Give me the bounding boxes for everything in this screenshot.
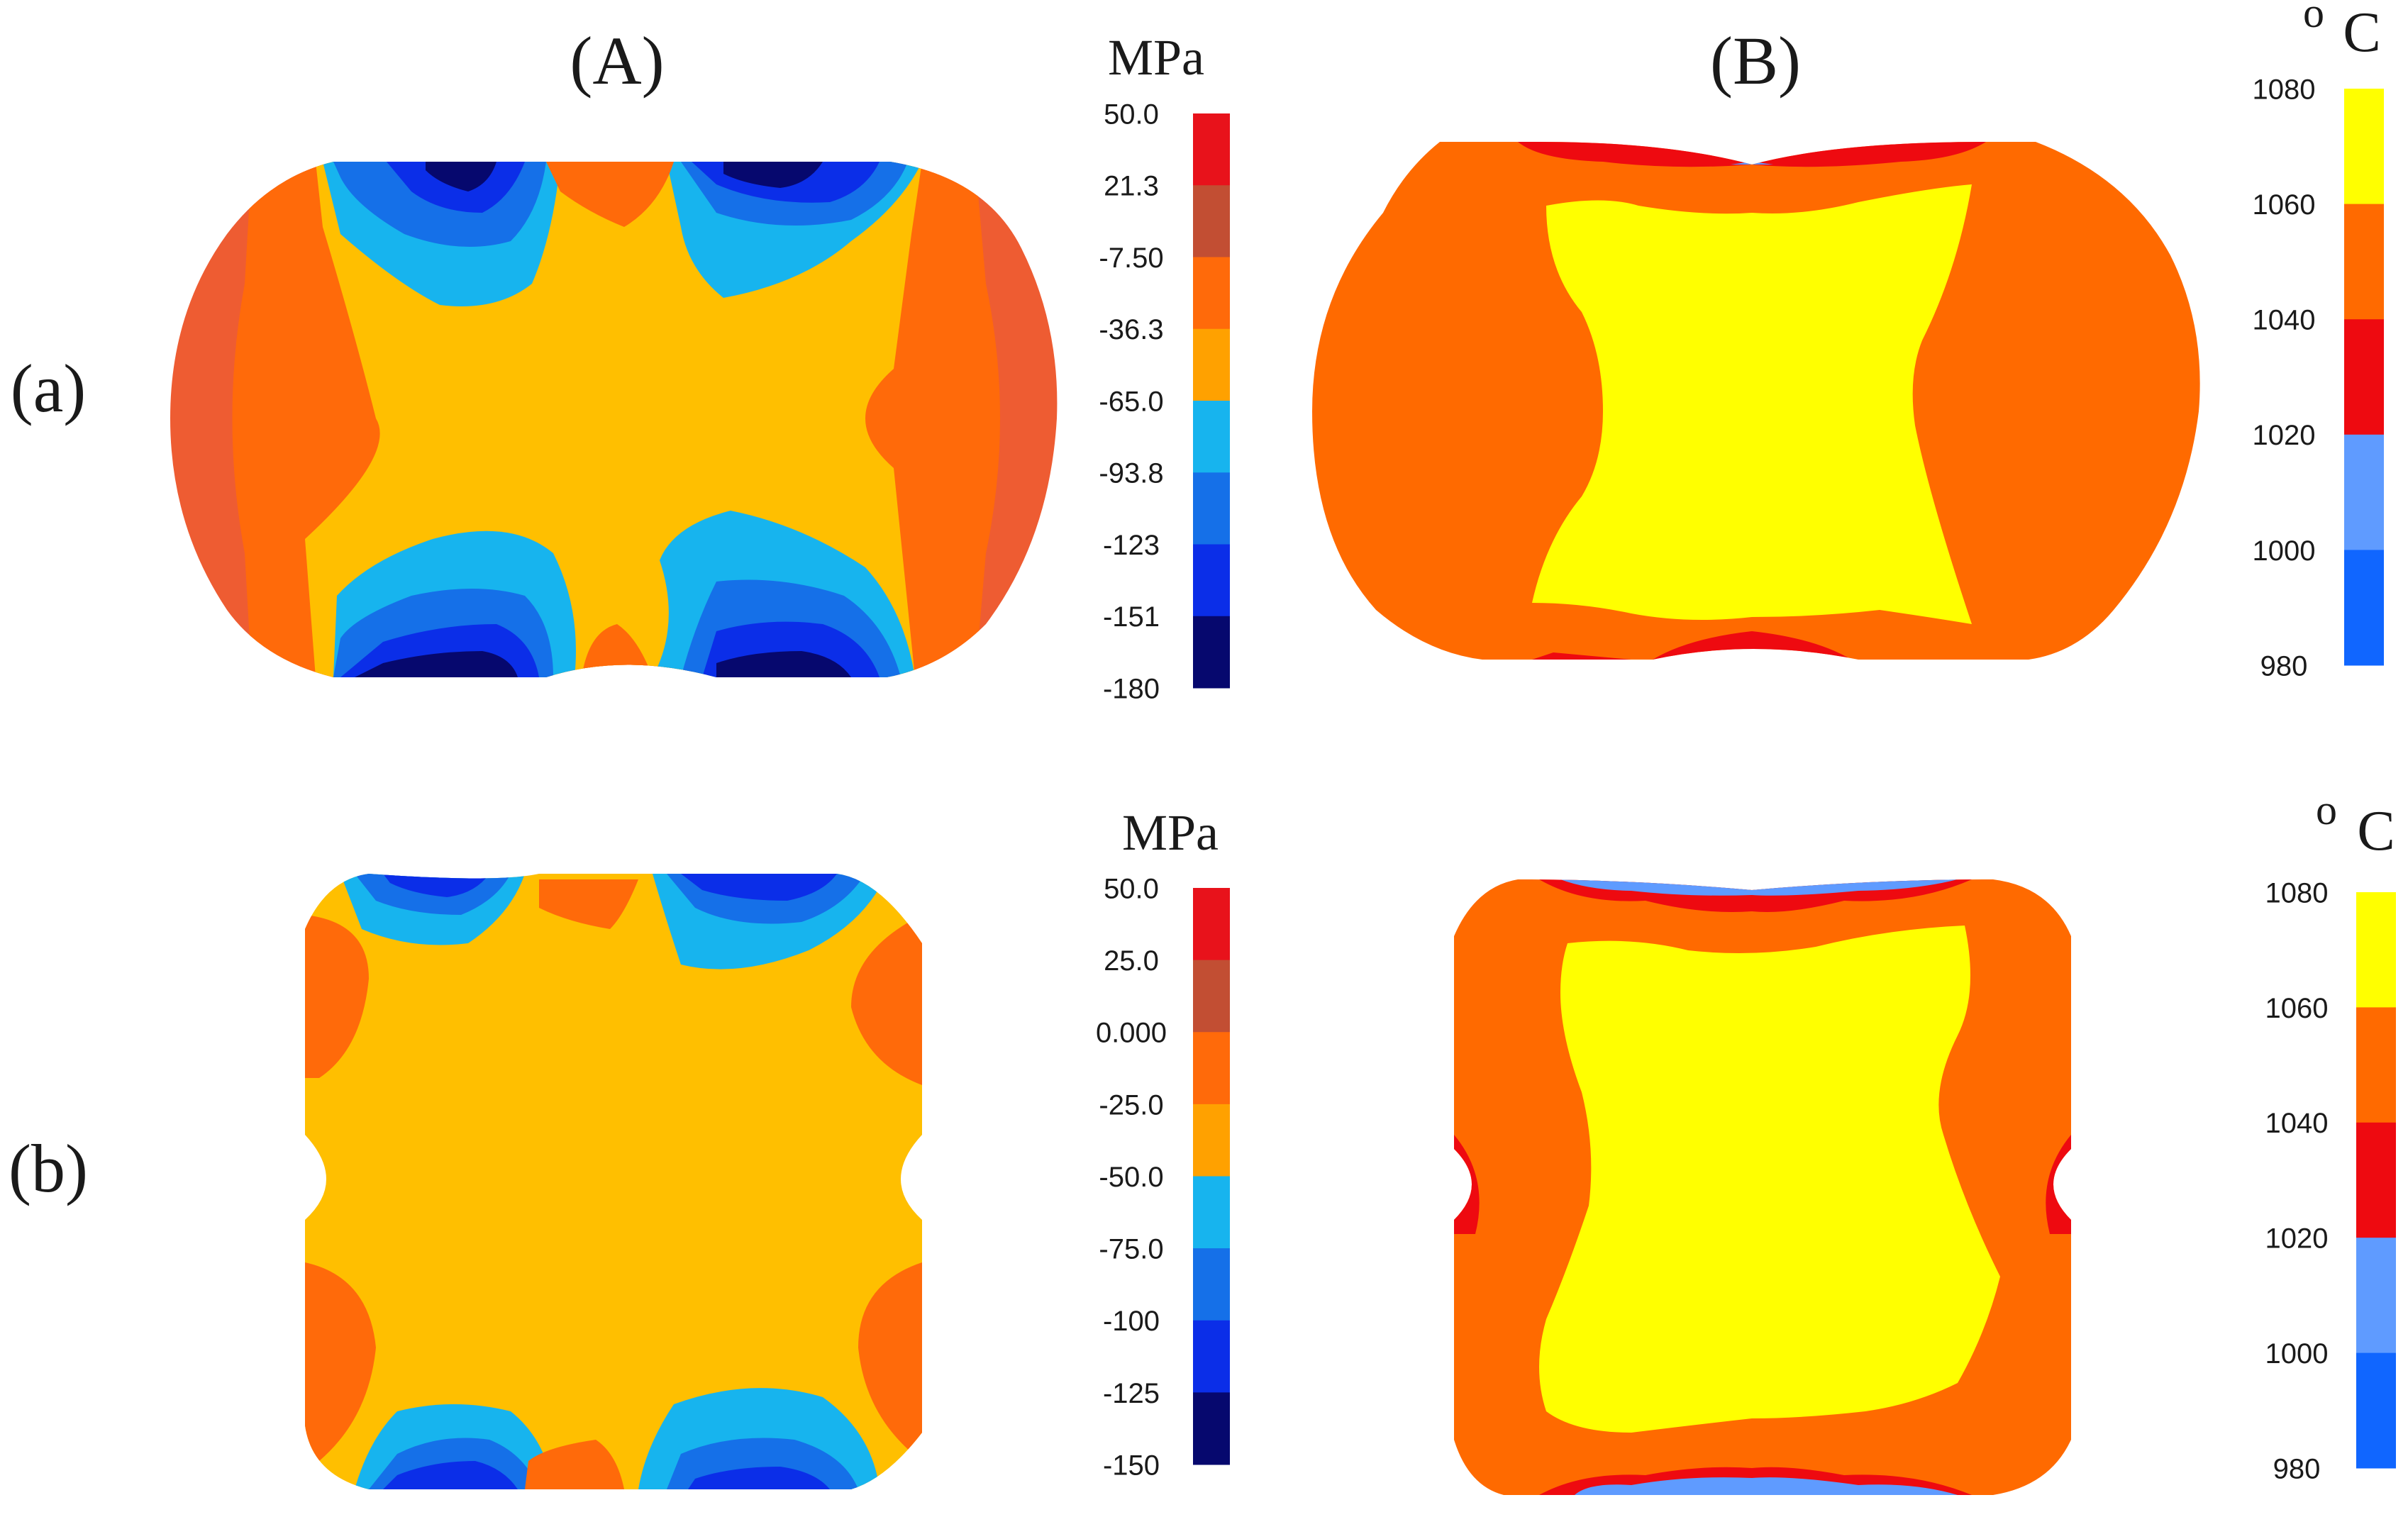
legend-color-band: [2356, 1238, 2396, 1354]
legend-tick-label: 25.0: [1104, 945, 1159, 977]
legend-tick-label: 21.3: [1104, 171, 1159, 202]
legend-tick-label: 1000: [2265, 1338, 2329, 1369]
stress-contour-panel-a: [170, 162, 1058, 677]
legend-colorbar: [1193, 113, 1230, 689]
legend-unit: C: [2343, 1, 2380, 64]
column-label-A: (A): [570, 23, 664, 99]
legend-color-band: [2344, 319, 2384, 435]
legend-tick-labels: 1080 1060 1040 1020 1000 980: [2265, 877, 2329, 1484]
legend-unit-superscript: o: [2316, 787, 2337, 833]
legend-tick-labels: 1080 1060 1040 1020 1000 980: [2253, 74, 2316, 682]
row-label-a: (a): [11, 350, 87, 426]
legend-color-band: [1193, 616, 1230, 689]
legend-tick-label: 1020: [2253, 420, 2316, 451]
legend-tick-label: -7.50: [1099, 243, 1163, 274]
temperature-legend-a: o C 1080 1060 1040 1020 1000 980: [2253, 0, 2384, 682]
legend-color-band: [2356, 1122, 2396, 1238]
legend-tick-label: -36.3: [1099, 314, 1163, 345]
legend-unit-superscript: o: [2303, 0, 2324, 36]
legend-color-band: [1193, 113, 1230, 186]
legend-tick-label: 50.0: [1104, 873, 1159, 904]
stress-contour-panel-b: [305, 874, 922, 1489]
legend-color-band: [1193, 1248, 1230, 1321]
legend-tick-label: 1020: [2265, 1223, 2329, 1255]
legend-tick-label: -65.0: [1099, 386, 1163, 417]
legend-tick-label: -25.0: [1099, 1089, 1163, 1121]
legend-unit: MPa: [1122, 804, 1219, 861]
legend-tick-label: 1080: [2253, 74, 2316, 105]
legend-tick-label: -75.0: [1099, 1234, 1163, 1265]
legend-tick-label: 980: [2273, 1453, 2321, 1484]
column-label-B: (B): [1710, 23, 1801, 99]
legend-color-band: [1193, 257, 1230, 330]
legend-tick-label: 1060: [2253, 189, 2316, 221]
legend-color-band: [2344, 434, 2384, 550]
legend-color-band: [1193, 1104, 1230, 1177]
legend-tick-label: 1040: [2253, 305, 2316, 336]
legend-tick-label: -125: [1103, 1378, 1160, 1409]
legend-color-band: [1193, 544, 1230, 617]
stress-legend-a: MPa 50.0 21.3 -7.50 -36.3 -65.0 -93.8 -123 -151…: [1099, 29, 1230, 704]
legend-tick-label: -150: [1103, 1450, 1160, 1481]
legend-tick-labels: 50.0 25.0 0.000 -25.0 -50.0 -75.0 -100 -125 -150: [1096, 873, 1167, 1481]
legend-tick-label: 50.0: [1104, 99, 1159, 130]
legend-color-band: [2356, 1352, 2396, 1469]
legend-tick-label: 1000: [2253, 535, 2316, 567]
legend-colorbar: [2344, 89, 2384, 666]
legend-unit: C: [2357, 800, 2395, 862]
legend-tick-label: -151: [1103, 601, 1160, 633]
legend-color-band: [1193, 1176, 1230, 1249]
legend-color-band: [1193, 328, 1230, 401]
legend-color-band: [1193, 888, 1230, 961]
legend-tick-label: -100: [1103, 1306, 1160, 1337]
legend-tick-label: -180: [1103, 673, 1160, 704]
row-label-b: (b): [9, 1130, 88, 1206]
legend-color-band: [2344, 89, 2384, 205]
legend-tick-label: -93.8: [1099, 458, 1163, 489]
legend-colorbar: [2356, 892, 2396, 1469]
legend-color-band: [2344, 550, 2384, 666]
legend-tick-label: 1060: [2265, 993, 2329, 1024]
legend-color-band: [2356, 1007, 2396, 1123]
legend-color-band: [1193, 960, 1230, 1033]
legend-tick-label: 1080: [2265, 877, 2329, 908]
legend-color-band: [1193, 1392, 1230, 1465]
temperature-legend-b: o C 1080 1060 1040 1020 1000 980: [2265, 787, 2396, 1484]
legend-color-band: [2344, 204, 2384, 320]
legend-tick-label: 1040: [2265, 1108, 2329, 1139]
legend-unit: MPa: [1108, 29, 1204, 86]
legend-tick-labels: 50.0 21.3 -7.50 -36.3 -65.0 -93.8 -123 -151 -180: [1099, 99, 1163, 704]
legend-tick-label: -123: [1103, 530, 1160, 561]
temperature-contour-panel-a: [1312, 142, 2200, 660]
legend-color-band: [1193, 401, 1230, 473]
legend-color-band: [1193, 185, 1230, 257]
legend-color-band: [1193, 1320, 1230, 1393]
legend-color-band: [1193, 472, 1230, 545]
legend-color-band: [1193, 1032, 1230, 1105]
stress-legend-b: MPa 50.0 25.0 0.000 -25.0 -50.0 -75.0 -100 -125…: [1096, 804, 1230, 1481]
legend-tick-label: 980: [2260, 650, 2308, 682]
legend-tick-label: 0.000: [1096, 1018, 1167, 1049]
temperature-contour-panel-b: [1454, 879, 2071, 1495]
legend-tick-label: -50.0: [1099, 1162, 1163, 1193]
legend-colorbar: [1193, 888, 1230, 1465]
legend-color-band: [2356, 892, 2396, 1008]
